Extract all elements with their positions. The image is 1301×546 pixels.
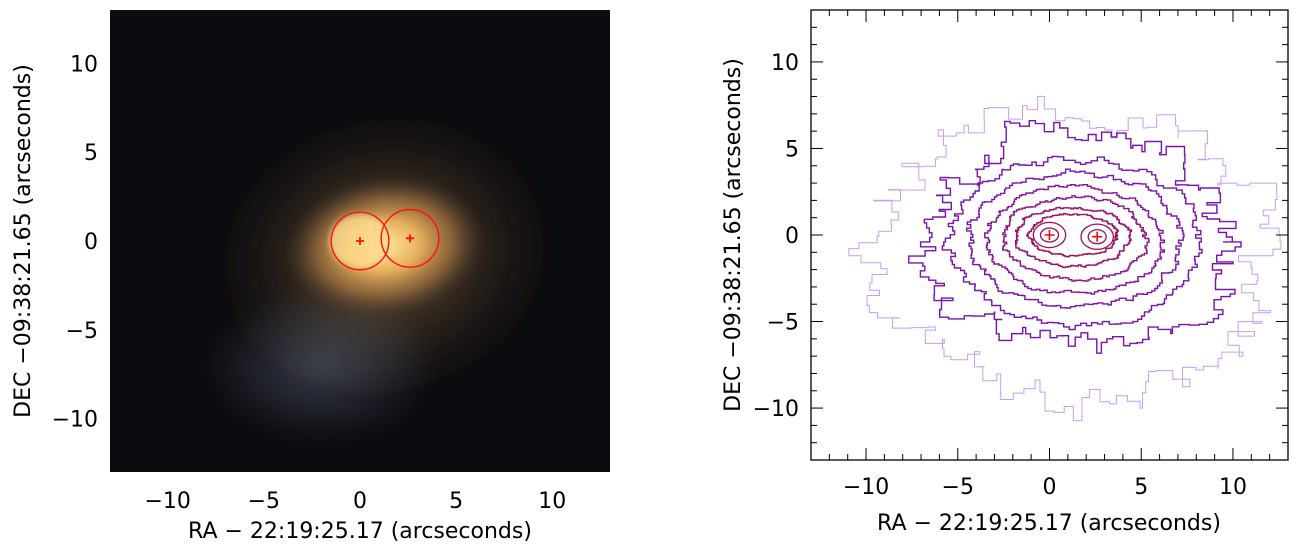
- x-tick-label: 5: [1134, 475, 1148, 500]
- x-tick-label: 0: [353, 489, 367, 514]
- aperture-circle: [380, 208, 440, 268]
- x-tick-label: 0: [1043, 475, 1057, 500]
- x-tick-label: 10: [538, 489, 566, 514]
- contour-level-1: [848, 95, 1282, 422]
- peak-contour: [1080, 223, 1115, 250]
- galaxy-faint-region: [206, 288, 437, 443]
- contour-level-8: [1026, 212, 1119, 258]
- y-tick-label: 0: [785, 224, 799, 249]
- y-tick-label: 5: [785, 137, 799, 162]
- left-y-axis-label: DEC −09:38:21.65 (arcseconds): [11, 64, 36, 418]
- x-tick-label: −5: [248, 489, 280, 514]
- nucleus-marker: [1044, 230, 1055, 240]
- nucleus-marker: [1092, 231, 1103, 242]
- x-tick-label: 10: [1219, 475, 1247, 500]
- y-tick-label: −10: [753, 397, 799, 422]
- contour-level-5: [984, 184, 1165, 295]
- right-axes: −10 −5 0 5 10 −10 −5 0 5 10: [753, 9, 1289, 500]
- peak-contour: [1039, 227, 1060, 243]
- x-tick-label: −10: [843, 475, 889, 500]
- y-tick-label: 5: [84, 141, 98, 166]
- y-tick-label: −10: [52, 408, 98, 433]
- contour-level-7: [1014, 206, 1133, 269]
- peak-contour: [1087, 229, 1107, 245]
- y-tick-label: 10: [771, 51, 799, 76]
- nucleus-marker: [356, 237, 364, 245]
- x-tick-label: −10: [144, 489, 190, 514]
- nucleus-marker: [406, 234, 414, 243]
- contour-lines: [848, 95, 1282, 422]
- contour-level-6: [1002, 195, 1150, 282]
- right-x-axis-label: RA − 22:19:25.17 (arcseconds): [877, 511, 1221, 536]
- contour-level-2: [908, 120, 1242, 354]
- x-tick-label: 5: [449, 489, 463, 514]
- y-tick-label: −5: [767, 311, 799, 336]
- y-tick-label: 0: [84, 230, 98, 255]
- y-tick-label: 10: [70, 52, 98, 77]
- left-axes: −10 −5 0 5 10 −10 −5 0 5 10: [52, 52, 567, 514]
- x-tick-label: −5: [942, 475, 974, 500]
- left-markers: [330, 208, 440, 271]
- peak-contour: [1032, 221, 1067, 249]
- right-markers: [1044, 230, 1103, 242]
- right-contour-panel: −10 −5 0 5 10 −10 −5 0 5 10 RA − 22:19:25.17 (arc…: [721, 9, 1289, 536]
- right-y-axis-label: DEC −09:38:21.65 (arcseconds): [721, 58, 746, 412]
- left-x-axis-label: RA − 22:19:25.17 (arcseconds): [188, 519, 532, 544]
- y-tick-label: −5: [66, 319, 98, 344]
- left-image-panel: −10 −5 0 5 10 −10 −5 0 5 10 RA − 22:19:25.17 (arc…: [11, 10, 610, 544]
- aperture-circle: [330, 211, 390, 271]
- contour-level-3: [941, 155, 1203, 331]
- contour-level-4: [965, 168, 1185, 309]
